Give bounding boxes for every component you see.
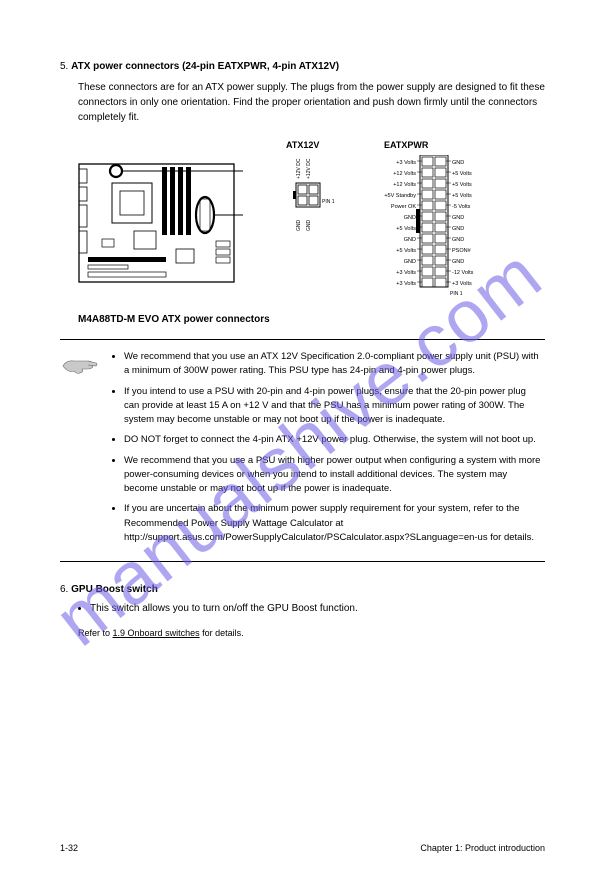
svg-text:+3 Volts: +3 Volts: [452, 281, 472, 287]
item-number: 6.: [60, 584, 68, 595]
notes-list: We recommend that you use an ATX 12V Spe…: [110, 350, 541, 545]
svg-text:GND: GND: [452, 160, 464, 166]
svg-text:+5V Standby: +5V Standby: [384, 193, 416, 199]
svg-text:+3 Volts: +3 Volts: [396, 281, 416, 287]
svg-text:+5 Volts: +5 Volts: [452, 182, 472, 188]
svg-text:GND: GND: [404, 259, 416, 265]
connector-description: These connectors are for an ATX power su…: [78, 80, 545, 125]
notes-block: We recommend that you use an ATX 12V Spe…: [60, 339, 545, 562]
svg-text:GND: GND: [452, 215, 464, 221]
svg-text:+12V DC: +12V DC: [306, 158, 312, 179]
svg-text:+3 Volts: +3 Volts: [396, 160, 416, 166]
note-item: DO NOT forget to connect the 4-pin ATX +…: [124, 433, 541, 447]
svg-text:+12 Volts: +12 Volts: [393, 171, 416, 177]
svg-text:GND: GND: [306, 220, 312, 232]
item-title: ATX power connectors (24-pin EATXPWR, 4-…: [71, 61, 339, 72]
svg-text:+12V DC: +12V DC: [296, 158, 302, 179]
note-item: If you are uncertain about the minimum p…: [124, 502, 541, 545]
svg-text:GND: GND: [452, 237, 464, 243]
svg-text:GND: GND: [404, 215, 416, 221]
diagram-caption: M4A88TD-M EVO ATX power connectors: [78, 314, 545, 325]
hand-point-icon: [60, 352, 100, 376]
note-item: If you intend to use a PSU with 20-pin a…: [124, 385, 541, 428]
svg-text:+5 Volts: +5 Volts: [396, 226, 416, 232]
connector-heading: 5. ATX power connectors (24-pin EATXPWR,…: [60, 60, 545, 74]
atx12v-connector: +12V DC +12V DC GND GND PIN 1: [278, 155, 348, 235]
ref-suffix: for details.: [202, 628, 244, 638]
atx12v-label: ATX12V: [286, 140, 319, 150]
eatxpwr-connector: +3 Volts GND +12 Volts +5 Volts +12 Volts +5 …: [358, 155, 538, 305]
item-title: GPU Boost switch: [71, 584, 158, 595]
page-number: 1-32: [60, 843, 78, 853]
page-content: 5. ATX power connectors (24-pin EATXPWR,…: [0, 0, 595, 893]
svg-text:GND: GND: [452, 226, 464, 232]
note-item: We recommend that you use an ATX 12V Spe…: [124, 350, 541, 379]
gpu-desc: This switch allows you to turn on/off th…: [90, 601, 545, 616]
motherboard-outline: [78, 163, 243, 293]
svg-text:PIN 1: PIN 1: [322, 199, 335, 205]
ref-link[interactable]: 1.9 Onboard switches: [113, 628, 200, 638]
svg-text:+5 Volts: +5 Volts: [452, 193, 472, 199]
svg-text:Power OK: Power OK: [391, 204, 416, 210]
chapter-label: Chapter 1: Product introduction: [420, 843, 545, 853]
svg-text:-12 Volts: -12 Volts: [452, 270, 474, 276]
gpu-reference: Refer to 1.9 Onboard switches for detail…: [78, 628, 545, 638]
note-item: We recommend that you use a PSU with hig…: [124, 454, 541, 497]
svg-text:PIN 1: PIN 1: [450, 291, 463, 297]
svg-text:GND: GND: [452, 259, 464, 265]
svg-text:+3 Volts: +3 Volts: [396, 270, 416, 276]
item-number: 5.: [60, 61, 68, 72]
page-footer: 1-32 Chapter 1: Product introduction: [60, 843, 545, 853]
connector-diagram: ATX12V EATXPWR: [78, 135, 545, 310]
ref-prefix: Refer to: [78, 628, 110, 638]
eatxpwr-label: EATXPWR: [384, 140, 428, 150]
svg-text:+5 Volts: +5 Volts: [452, 171, 472, 177]
svg-text:GND: GND: [296, 220, 302, 232]
svg-text:-5 Volts: -5 Volts: [452, 204, 471, 210]
svg-text:+5 Volts: +5 Volts: [396, 248, 416, 254]
svg-text:PSON#: PSON#: [452, 248, 472, 254]
svg-text:+12 Volts: +12 Volts: [393, 182, 416, 188]
svg-text:GND: GND: [404, 237, 416, 243]
gpu-section: 6. GPU Boost switch This switch allows y…: [60, 582, 545, 616]
